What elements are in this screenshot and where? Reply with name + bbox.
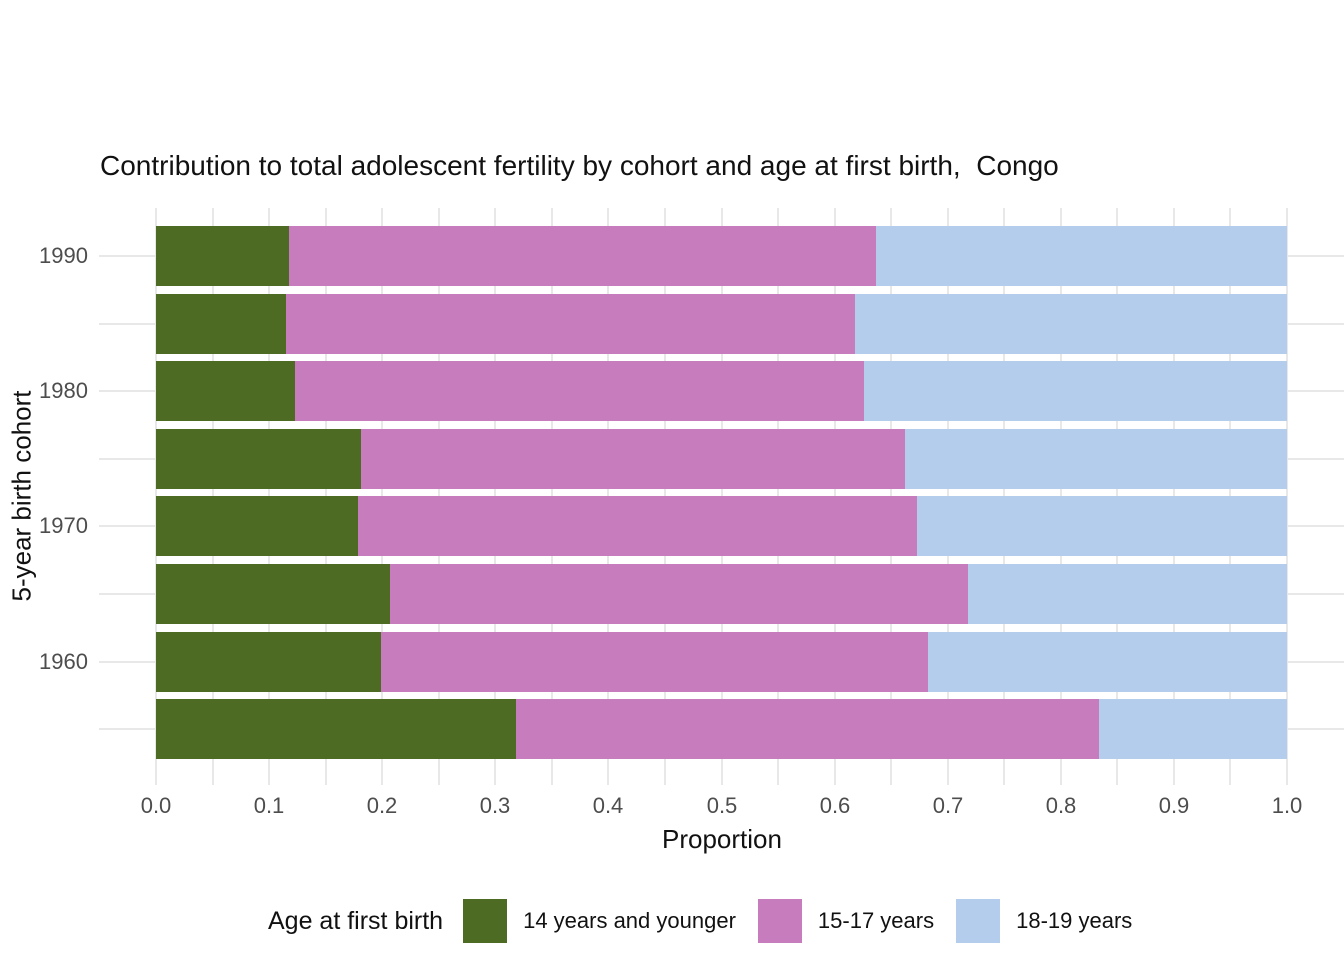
bar-segment [516,699,1100,759]
legend-item: 15-17 years [757,899,935,943]
y-tick-label: 1960 [39,649,88,674]
bar-segment [156,294,286,354]
bar-segment [156,632,381,692]
bar-segment [864,361,1287,421]
x-tick-label: 1.0 [1271,793,1303,818]
legend-item: 18-19 years [956,899,1132,943]
bar-segment [1099,699,1287,759]
legend-item-label: 14 years and younger [523,908,736,933]
bar-segment [156,429,361,489]
legend-item-label: 15-17 years [817,908,935,933]
bar-segment [295,361,864,421]
gridline-vertical [1286,208,1288,785]
bar-segment [968,564,1287,624]
x-tick-label: 0.2 [366,793,398,818]
x-tick-label: 0.5 [706,793,738,818]
bar-segment [855,294,1287,354]
x-tick-label: 0.0 [140,793,172,818]
bar-segment [286,294,855,354]
legend-swatch [956,899,1001,943]
bar-segment [390,564,968,624]
bar-segment [156,226,289,286]
bar-segment [361,429,905,489]
bar-segment [876,226,1287,286]
bar-segment [917,496,1287,556]
bar-segment [358,496,917,556]
legend-item-label: 18-19 years [1016,908,1133,933]
x-axis-title: Proportion [662,824,782,854]
y-tick-label: 1990 [39,243,88,268]
bar-segment [928,632,1287,692]
bar-segment [156,361,295,421]
legend-items: 14 years and younger 15-17 years 18-19 yea… [463,899,1154,943]
x-tick-label: 0.3 [479,793,511,818]
legend-title: Age at first birth [268,906,444,935]
legend-swatch [757,899,802,943]
y-tick-label: 1970 [39,513,88,538]
y-axis-title: 5-year birth cohort [6,390,37,602]
legend: Age at first birth 14 years and younger 1… [268,897,1154,945]
bar-segment [156,496,358,556]
x-tick-label: 0.9 [1158,793,1190,818]
legend-swatch [463,899,508,943]
legend-item: 14 years and younger [463,899,736,943]
bar-segment [905,429,1287,489]
bar-segment [156,564,390,624]
bar-segment [156,699,516,759]
x-tick-label: 0.6 [819,793,851,818]
plot-panel [99,208,1344,785]
x-tick-label: 0.7 [932,793,964,818]
x-tick-label: 0.4 [592,793,624,818]
chart-title: Contribution to total adolescent fertili… [100,150,1059,181]
x-tick-label: 0.1 [253,793,285,818]
y-tick-label: 1980 [39,378,88,403]
bar-segment [381,632,928,692]
bar-segment [289,226,876,286]
x-tick-label: 0.8 [1045,793,1077,818]
